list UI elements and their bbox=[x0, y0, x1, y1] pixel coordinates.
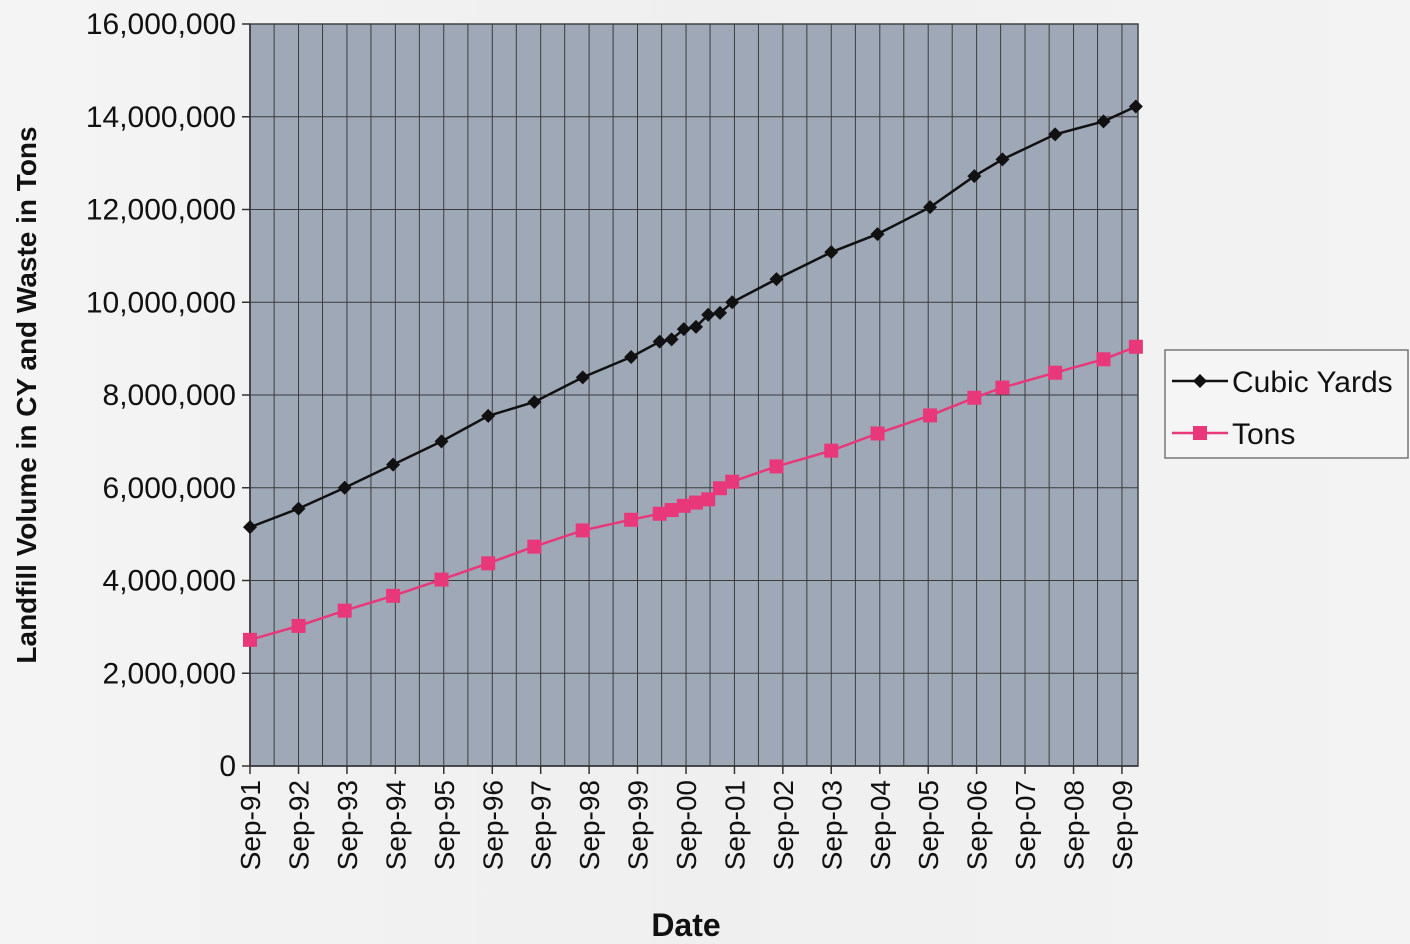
tons-point bbox=[824, 443, 839, 458]
tons-point bbox=[712, 481, 727, 496]
x-tick-label: Sep-98 bbox=[574, 780, 605, 870]
y-tick-label: 2,000,000 bbox=[103, 657, 236, 690]
tons-point bbox=[291, 618, 306, 633]
x-tick-label: Sep-03 bbox=[816, 780, 847, 870]
x-tick-label: Sep-09 bbox=[1107, 780, 1138, 870]
tons-point bbox=[527, 539, 542, 554]
tons-point bbox=[337, 603, 352, 618]
y-tick-label: 14,000,000 bbox=[86, 101, 236, 134]
cubic-yards-point bbox=[575, 370, 590, 385]
x-tick-label: Sep-99 bbox=[623, 780, 654, 870]
cubic-yards-point bbox=[923, 200, 938, 215]
cubic-yards-point bbox=[386, 457, 401, 472]
cubic-yards-point bbox=[725, 295, 740, 310]
tons-point bbox=[688, 495, 703, 510]
cubic-yards-point bbox=[995, 152, 1010, 167]
legend-cubic-yards-label: Cubic Yards bbox=[1232, 366, 1393, 399]
tons-point bbox=[995, 380, 1010, 395]
y-tick-label: 16,000,000 bbox=[86, 8, 236, 41]
cubic-yards-point bbox=[688, 319, 703, 334]
x-tick-label: Sep-02 bbox=[768, 780, 799, 870]
tons-point bbox=[243, 632, 257, 647]
tons-point bbox=[434, 572, 449, 587]
cubic-yards-point bbox=[712, 305, 727, 320]
y-tick-label: 6,000,000 bbox=[103, 472, 236, 505]
tons-point bbox=[1128, 339, 1143, 354]
x-tick-label: Sep-04 bbox=[865, 780, 896, 870]
tons-point bbox=[664, 503, 679, 518]
legend-tons-label: Tons bbox=[1232, 418, 1295, 451]
cubic-yards-point bbox=[676, 322, 691, 337]
cubic-yards-point bbox=[1048, 127, 1063, 142]
tons-point bbox=[923, 408, 938, 423]
tons-point bbox=[676, 498, 691, 513]
x-tick-label: Sep-94 bbox=[380, 780, 411, 870]
y-tick-label: 0 bbox=[219, 750, 236, 783]
y-tick-label: 10,000,000 bbox=[86, 286, 236, 319]
x-tick-label: Sep-91 bbox=[235, 780, 266, 870]
x-axis-title: Date bbox=[651, 907, 720, 943]
x-tick-label: Sep-01 bbox=[719, 780, 750, 870]
tons-point bbox=[1096, 352, 1111, 367]
cubic-yards-point bbox=[481, 408, 496, 423]
cubic-yards-point bbox=[243, 520, 257, 535]
tons-point bbox=[481, 556, 496, 571]
cubic-yards-point bbox=[769, 272, 784, 287]
tons-point bbox=[1048, 365, 1063, 380]
cubic-yards-point bbox=[870, 227, 885, 242]
cubic-yards-point bbox=[664, 332, 679, 347]
tons-point bbox=[725, 474, 740, 489]
series-layer bbox=[243, 99, 1143, 647]
tons-point bbox=[624, 512, 639, 527]
y-tick-label: 4,000,000 bbox=[103, 565, 236, 598]
cubic-yards-point bbox=[1128, 99, 1143, 114]
tons-point bbox=[701, 492, 716, 507]
y-tick-label: 12,000,000 bbox=[86, 194, 236, 227]
cubic-yards-point bbox=[824, 245, 839, 260]
axes: 0 2,000,000 4,000,000 6,000,000 8,000,000 10,… bbox=[86, 8, 1138, 870]
x-tick-label: Sep-06 bbox=[962, 780, 993, 870]
cubic-yards-point bbox=[337, 480, 352, 495]
tons-point bbox=[652, 506, 667, 521]
tons-point bbox=[575, 523, 590, 538]
x-tick-label: Sep-92 bbox=[284, 780, 315, 870]
x-tick-label: Sep-08 bbox=[1059, 780, 1090, 870]
legend: Cubic Yards Tons bbox=[1164, 349, 1409, 459]
x-tick-label: Sep-05 bbox=[913, 780, 944, 870]
cubic-yards-point bbox=[701, 307, 716, 322]
legend-tons-marker bbox=[1193, 426, 1207, 440]
cubic-yards-point bbox=[624, 349, 639, 364]
grid-lines bbox=[250, 24, 1138, 766]
cubic-yards-point bbox=[527, 394, 542, 409]
cubic-yards-point bbox=[652, 334, 667, 349]
cubic-yards-point bbox=[1096, 114, 1111, 129]
x-tick-label: Sep-96 bbox=[477, 780, 508, 870]
tons-point bbox=[967, 390, 982, 405]
y-axis-title: Landfill Volume in CY and Waste in Tons bbox=[11, 126, 42, 663]
tons-point bbox=[870, 426, 885, 441]
tons-point bbox=[769, 459, 784, 474]
x-tick-label: Sep-95 bbox=[429, 780, 460, 870]
x-tick-label: Sep-07 bbox=[1010, 780, 1041, 870]
x-tick-label: Sep-93 bbox=[332, 780, 363, 870]
legend-cubic-yards-marker bbox=[1193, 374, 1207, 388]
y-tick-label: 8,000,000 bbox=[103, 379, 236, 412]
cubic-yards-point bbox=[291, 501, 306, 516]
x-tick-label: Sep-97 bbox=[526, 780, 557, 870]
x-tick-label: Sep-00 bbox=[671, 780, 702, 870]
cubic-yards-point bbox=[434, 434, 449, 449]
cubic-yards-point bbox=[967, 169, 982, 184]
tons-point bbox=[386, 588, 401, 603]
